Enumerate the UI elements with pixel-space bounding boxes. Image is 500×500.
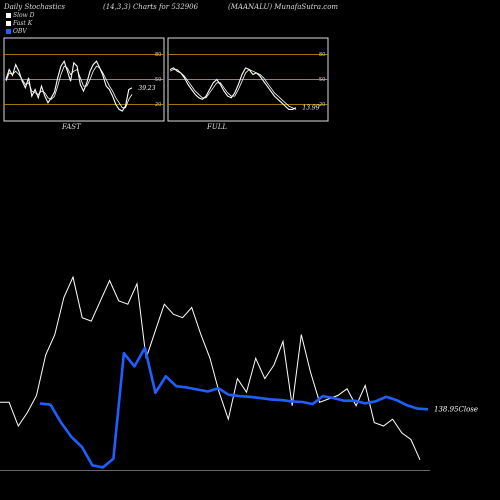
- stoch-line-fast-0: [5, 59, 133, 112]
- level-label-fast-50: 50: [155, 77, 161, 83]
- stoch-line-full-1: [169, 69, 297, 110]
- legend-obv-label: OBV: [13, 28, 27, 35]
- price-line: [0, 275, 421, 461]
- stoch-line-full-0: [169, 67, 297, 110]
- legend-slow-d-swatch: [6, 13, 11, 18]
- chart-header-middle: (14,3,3) Charts for 532906: [103, 3, 199, 11]
- panel-label-fast: FAST: [62, 123, 81, 131]
- last-value-full: 13.99: [302, 105, 319, 112]
- level-label-full-80: 80: [319, 52, 325, 58]
- legend-fast-k-label: Fast K: [13, 20, 33, 27]
- level-label-fast-20: 20: [155, 102, 161, 108]
- close-label: 138.95Close: [434, 405, 478, 413]
- chart-header-right: (MAANALU) MunafaSutra.com: [228, 3, 339, 11]
- legend-obv-swatch: [6, 29, 11, 34]
- last-value-fast: 39.23: [138, 85, 155, 92]
- legend-obv: OBV: [6, 28, 27, 35]
- obv-line: [39, 346, 429, 469]
- level-label-fast-80: 80: [155, 52, 161, 58]
- level-label-full-50: 50: [319, 77, 325, 83]
- stoch-line-fast-1: [5, 65, 133, 109]
- chart-header-left: Daily Stochastics: [4, 3, 66, 11]
- panel-label-full: FULL: [207, 123, 228, 131]
- legend-fast-k: Fast K: [6, 20, 32, 27]
- legend-fast-k-swatch: [6, 21, 11, 26]
- legend-slow-d-label: Slow D: [13, 12, 35, 19]
- level-label-full-20: 20: [319, 102, 325, 108]
- legend-slow-d: Slow D: [6, 12, 35, 19]
